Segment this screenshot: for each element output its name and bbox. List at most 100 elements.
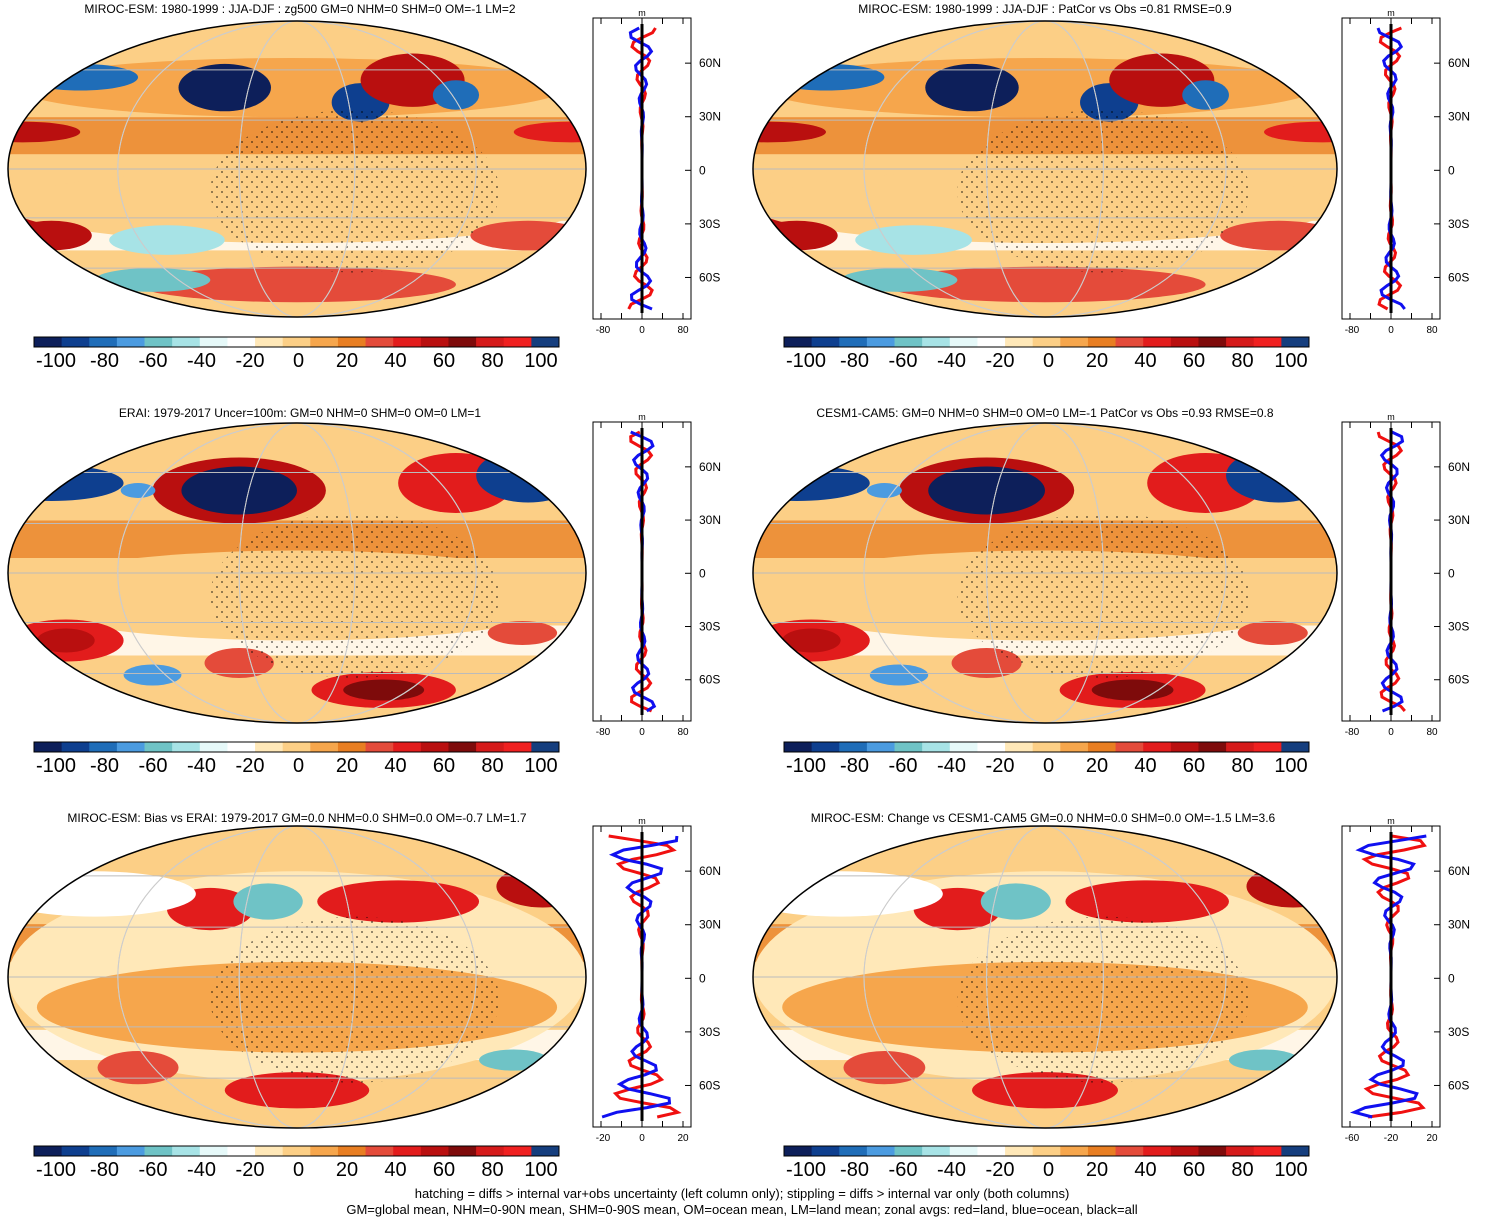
profile-lat-label: 0 [699, 566, 706, 580]
map-anomaly-patch [843, 1050, 926, 1085]
map-stippling [957, 916, 1250, 1083]
profile-x-label: 0 [639, 325, 645, 336]
colorbar-label: 20 [1086, 755, 1108, 777]
colorbar-label: -40 [187, 1159, 216, 1181]
colorbars: -100 -80 -60 -40 -20 0 20 40 60 80 100 -100 -80 -60 -4… [33, 336, 1310, 1181]
map-anomaly-patch [109, 225, 225, 255]
zonal-profile-2: m 60N 30N 0 30S 60S -80 0 80 [1341, 8, 1470, 336]
colorbar-swatch [393, 337, 422, 347]
colorbar-swatch [1115, 742, 1144, 752]
map-anomaly-patch [1226, 448, 1332, 503]
map-stippling [957, 109, 1250, 273]
colorbar-swatch [977, 1146, 1006, 1156]
colorbar-swatch [1060, 742, 1089, 752]
map-anomaly-patch [22, 63, 139, 91]
colorbar-swatch [811, 1146, 840, 1156]
profile-lat-label: 60S [1448, 1078, 1469, 1092]
map-panels [7, 20, 1338, 1129]
map-anomaly-patch [470, 220, 586, 251]
colorbar-swatch [949, 1146, 978, 1156]
profile-x-label: 80 [1426, 727, 1438, 738]
colorbar-swatch [1005, 337, 1034, 347]
profile-lat-label: 0 [1448, 971, 1455, 985]
colorbar-swatch [310, 337, 339, 347]
colorbar-swatch [1143, 742, 1172, 752]
map-anomaly-patch [753, 465, 870, 501]
colorbar-label: -20 [986, 350, 1015, 372]
colorbar-swatch [839, 742, 868, 752]
colorbar-frame [33, 1145, 560, 1157]
colorbar-2: -100 -80 -60 -40 -20 0 20 40 60 80 100 [783, 336, 1310, 372]
profile-lat-label: 60N [699, 460, 721, 474]
colorbar-label: -100 [36, 1159, 76, 1181]
colorbar-label: -100 [786, 755, 826, 777]
profile-lat-label: 60S [1448, 673, 1469, 687]
colorbar-swatch [503, 1146, 532, 1156]
colorbar-label: 20 [336, 755, 358, 777]
panel-title-2: MIROC-ESM: 1980-1999 : JJA-DJF : PatCor … [858, 2, 1232, 16]
colorbar-swatch [1087, 742, 1117, 752]
zonal-profile-5: m 60N 30N 0 30S 60S -20 0 20 [592, 816, 721, 1144]
profile-lat-label: 0 [699, 163, 706, 177]
colorbar-swatch [337, 742, 367, 752]
colorbar-label: -80 [840, 755, 869, 777]
profile-lat-label: 30S [1448, 1025, 1469, 1039]
colorbar-swatch [34, 337, 63, 347]
colorbar-swatch [365, 1146, 394, 1156]
colorbar-swatch [977, 742, 1006, 752]
colorbar-swatch [531, 742, 560, 752]
profile-lat-label: 30N [1448, 110, 1470, 124]
colorbar-swatch [922, 337, 951, 347]
colorbar-swatch [1198, 1146, 1227, 1156]
colorbar-label: 60 [1183, 1159, 1205, 1181]
colorbar-swatch [866, 1146, 896, 1156]
profile-lat-label: 30S [1448, 620, 1469, 634]
colorbar-label: -80 [840, 1159, 869, 1181]
colorbar-swatch [1253, 742, 1282, 752]
colorbar-swatch [420, 337, 449, 347]
colorbar-swatch [144, 742, 173, 752]
zonal-profile-3: m 60N 30N 0 30S 60S -80 0 80 [592, 412, 721, 738]
colorbar-swatch [811, 337, 840, 347]
profile-x-label: 80 [677, 727, 689, 738]
colorbar-label: 20 [1086, 1159, 1108, 1181]
map-anomaly-patch [925, 63, 1019, 112]
colorbar-swatch [61, 1146, 90, 1156]
colorbar-frame [783, 741, 1310, 753]
colorbar-label: -40 [187, 755, 216, 777]
colorbar-label: -40 [187, 350, 216, 372]
colorbar-label: 0 [293, 350, 304, 372]
map-anomaly-patch [869, 664, 929, 686]
colorbar-label: 100 [1274, 1159, 1307, 1181]
map-meridian [863, 826, 1227, 1128]
profile-unit-label: m [1387, 816, 1395, 826]
map-panel-6 [752, 825, 1338, 1129]
colorbar-label: 40 [1134, 755, 1156, 777]
colorbar-swatch [1226, 1146, 1255, 1156]
map-stippling [210, 916, 500, 1083]
profile-lat-label: 30S [699, 620, 720, 634]
profile-lat-label: 30N [699, 513, 721, 527]
colorbar-swatch [61, 742, 90, 752]
colorbar-swatch [420, 1146, 449, 1156]
profile-unit-label: m [638, 412, 646, 422]
colorbar-label: -80 [90, 1159, 119, 1181]
profile-x-label: -80 [1345, 727, 1360, 738]
map-border [752, 20, 1338, 318]
colorbar-label: -100 [786, 1159, 826, 1181]
profile-unit-label: m [638, 816, 646, 826]
colorbar-swatch [949, 337, 978, 347]
colorbar-swatch [1226, 337, 1255, 347]
map-meridian [117, 826, 477, 1128]
profile-unit-label: m [638, 8, 646, 18]
map-anomaly-patch [120, 483, 156, 498]
map-panel-3 [7, 422, 587, 724]
zonal-profile-panels: m 60N 30N 0 30S 60S -80 0 80 m 60N 30N 0 30S 60S -80 0 80… [592, 8, 1470, 1144]
colorbar-label: 100 [524, 1159, 557, 1181]
profile-x-label: 20 [1426, 1133, 1438, 1144]
colorbar-swatch [1032, 1146, 1061, 1156]
colorbar-label: -60 [889, 755, 918, 777]
colorbar-swatch [199, 337, 228, 347]
map-anomaly-patch [1220, 220, 1337, 251]
map-panel-4 [752, 422, 1338, 724]
